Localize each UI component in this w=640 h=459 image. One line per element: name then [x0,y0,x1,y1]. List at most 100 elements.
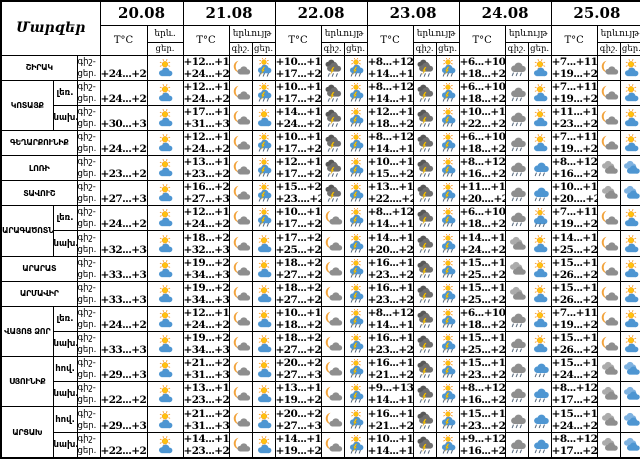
weather-night-cell [504,431,529,459]
temp-cell: +27...+32 [99,180,148,207]
weather-day-cell [251,54,276,81]
thunderstorm-night-icon [325,59,341,77]
weather-night-cell [320,280,345,307]
weather-day-cell [527,331,552,358]
partly-cloudy-night-icon [601,85,618,100]
weather-day-cell [251,79,276,106]
rain-day-icon [533,162,549,177]
night-day-label: գիշ-ցեր. [76,356,101,383]
weather-day-cell [435,129,460,157]
temp-cell: +17...+20+25...+28 [274,230,322,257]
temp-cell: +18...+21+32...+35 [182,230,230,257]
day-subheader: ցեր. [527,41,552,56]
temp-cell: +16...+19+23...+25 [366,331,414,358]
weather-day-cell [619,79,640,106]
thunderstorm-day-icon [349,158,363,177]
temp-cell: +16...+19+21...+24 [366,356,414,383]
temp-cell: +21...+23+31...+34 [182,406,230,433]
rain-day-icon [533,414,549,428]
rain-night-icon [510,338,526,353]
weather-day-cell [343,356,368,383]
weather-day-cell [251,356,276,383]
temp-cell: +14...+16+23...+26 [182,431,230,459]
weather-night-cell [320,331,345,358]
temp-cell: +7...+11+19...+24 [550,205,598,232]
weather-night-cell [412,381,437,408]
weather-day-cell [527,431,552,459]
cloudy-night-icon [509,261,526,275]
weather-night-cell [504,331,529,358]
partly-cloudy-day-icon [257,259,271,277]
night-day-label: գիշ-ցեր. [76,180,101,207]
weather-night-cell [504,155,529,182]
weather-night-cell [504,381,529,408]
rain-night-icon [510,187,526,202]
weather-day-cell [251,305,276,333]
weather-day-cell [527,205,552,232]
weather-night-cell [228,406,253,433]
phenomenon-header: երևույթ [504,24,552,43]
temp-cell: +22...+25 [99,381,148,408]
thunderstorm-night-icon [417,360,433,379]
partly-cloudy-day-icon [533,234,548,252]
weather-day-cell [343,104,368,131]
temp-cell: +10...+15+17...+22 [274,54,322,81]
rain-night-icon [510,363,526,378]
weather-night-cell [504,79,529,106]
weather-night-cell [320,431,345,459]
partly-cloudy-night-icon [601,336,618,351]
partly-cloudy-day-icon [257,385,271,403]
night-day-label: գիշ-ցեր. [76,331,101,358]
region-name: ԼՈՌԻ [0,155,78,182]
day-subheader: ցեր. [619,41,640,56]
weather-night-cell [228,54,253,81]
temp-cell: +22...+25 [99,431,148,459]
thunderstorm-night-icon [417,260,433,278]
weather-day-cell [343,381,368,408]
temp-cell: +29...+33 [99,356,148,383]
weather-night-cell [504,104,529,131]
thunderstorm-day-icon [349,57,363,77]
weather-night-cell [412,54,437,81]
night-subheader: գիշ. [412,41,437,56]
thunderstorm-day-icon [441,57,455,77]
partly-cloudy-day-icon [159,159,173,177]
region-row: նախ.գիշ-ցեր. +22...+25 +14...+16+23...+26… [1,431,640,459]
partly-cloudy-day-icon [257,435,271,453]
weather-night-cell [228,129,253,157]
weather-night-cell [320,255,345,282]
temp-cell: +8...+12+17...+21 [550,431,598,459]
temp-cell: +10...+13+22...+24 [458,104,506,131]
date-header: 23.08 [366,0,460,26]
weather-day-cell [343,305,368,333]
partly-cloudy-night-icon [325,437,342,452]
weather-day-cell [619,230,640,257]
thunderstorm-day-icon [349,183,363,202]
temp-cell: +10...+14+15...+20 [366,155,414,182]
weather-day-cell [619,331,640,358]
rain-day-icon [533,439,549,453]
weather-day-cell [146,381,184,408]
day-subheader: ցեր. [435,41,460,56]
night-day-label: գիշ-ցեր. [76,305,101,333]
date-header: 24.08 [458,0,552,26]
temp-cell: +18...+21+27...+29 [274,255,322,282]
zone-label: լեռ. [52,79,78,106]
zone-label: լեռ. [52,305,78,333]
thunderstorm-day-icon [441,233,455,253]
weather-night-cell [504,255,529,282]
thunderstorm-night-icon [417,59,433,77]
temp-cell: +15...+20+23....+27 [274,180,322,207]
weather-night-cell [412,331,437,358]
temp-header: T°C [458,24,506,56]
weather-day-cell [146,356,184,383]
temp-cell: +10...+15+17...+22 [274,79,322,106]
region-name: ԿՈՏԱՅՔ [0,79,54,131]
rain-night-icon [510,112,526,127]
weather-night-cell [504,205,529,232]
partly-cloudy-night-icon [325,236,342,251]
temp-cell: +7...+11+19...+24 [550,305,598,333]
temp-cell: +15...+18+26...+29 [550,280,598,307]
temp-cell: +15...+18+26...+29 [550,331,598,358]
thunderstorm-day-icon [441,82,455,102]
